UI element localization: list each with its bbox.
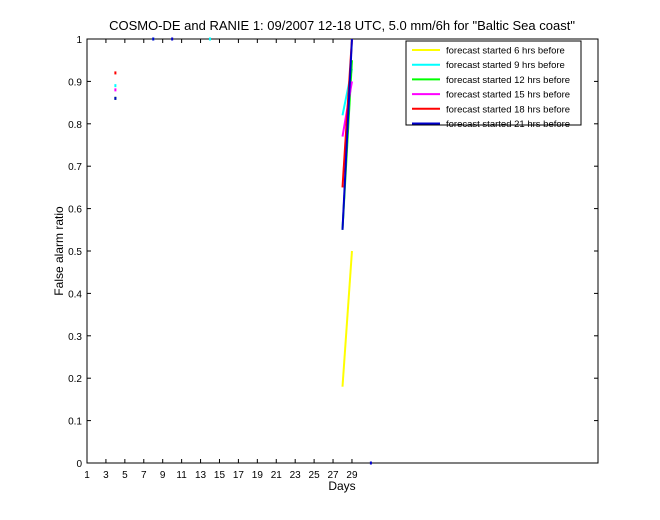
series-point — [114, 71, 117, 75]
x-tick-label: 29 — [346, 470, 358, 481]
x-tick-label: 11 — [176, 470, 187, 481]
legend: forecast started 6 hrs before forecast st… — [405, 40, 582, 130]
x-tick-label: 9 — [160, 470, 166, 481]
x-tick-label: 3 — [103, 470, 109, 481]
legend-label: forecast started 12 hrs before — [446, 75, 570, 86]
x-tick-label: 23 — [290, 470, 302, 481]
y-tick-label: 0 — [76, 459, 82, 470]
y-tick-label: 0.1 — [68, 417, 82, 428]
y-tick-label: 0.9 — [68, 77, 82, 88]
legend-label: forecast started 21 hrs before — [446, 119, 570, 130]
y-tick-label: 0.7 — [68, 162, 82, 173]
series-point — [152, 37, 155, 41]
x-tick-label: 27 — [327, 470, 339, 481]
series-layer — [114, 37, 372, 465]
y-tick-label: 1 — [76, 35, 82, 46]
x-tick-label: 1 — [84, 470, 90, 481]
series-point — [114, 84, 117, 88]
series-line — [341, 38, 353, 230]
series-point — [171, 37, 174, 41]
legend-label: forecast started 18 hrs before — [446, 104, 570, 115]
y-tick-label: 0.5 — [68, 247, 82, 258]
series-point — [209, 37, 212, 41]
x-tick-label: 17 — [233, 470, 245, 481]
series-6 — [114, 37, 372, 465]
series-line — [341, 250, 353, 387]
legend-box — [405, 40, 582, 126]
x-tick-label: 19 — [252, 470, 264, 481]
y-tick-label: 0.8 — [68, 120, 82, 131]
x-tick-label: 5 — [122, 470, 128, 481]
legend-label: forecast started 9 hrs before — [446, 60, 565, 71]
x-tick-label: 13 — [195, 470, 207, 481]
x-tick-label: 25 — [309, 470, 321, 481]
legend-label: forecast started 15 hrs before — [446, 90, 570, 101]
legend-label: forecast started 6 hrs before — [446, 46, 565, 57]
x-tick-label: 7 — [141, 470, 147, 481]
series-point — [369, 461, 372, 465]
axis-ticks: 1 3 5 7 9 11 13 15 17 19 21 23 25 27 2900.10.20.30.40.… — [68, 35, 598, 481]
y-tick-label: 0.4 — [68, 289, 82, 300]
x-axis-label: Days — [328, 479, 355, 493]
y-axis-label: False alarm ratio — [52, 206, 66, 296]
y-tick-label: 0.2 — [68, 374, 82, 385]
x-tick-label: 21 — [271, 470, 283, 481]
series-point — [114, 96, 117, 100]
y-tick-label: 0.6 — [68, 205, 82, 216]
chart-title: COSMO-DE and RANIE 1: 09/2007 12-18 UTC,… — [109, 18, 575, 33]
series-point — [114, 88, 117, 92]
x-tick-label: 15 — [214, 470, 226, 481]
y-tick-label: 0.3 — [68, 332, 82, 343]
